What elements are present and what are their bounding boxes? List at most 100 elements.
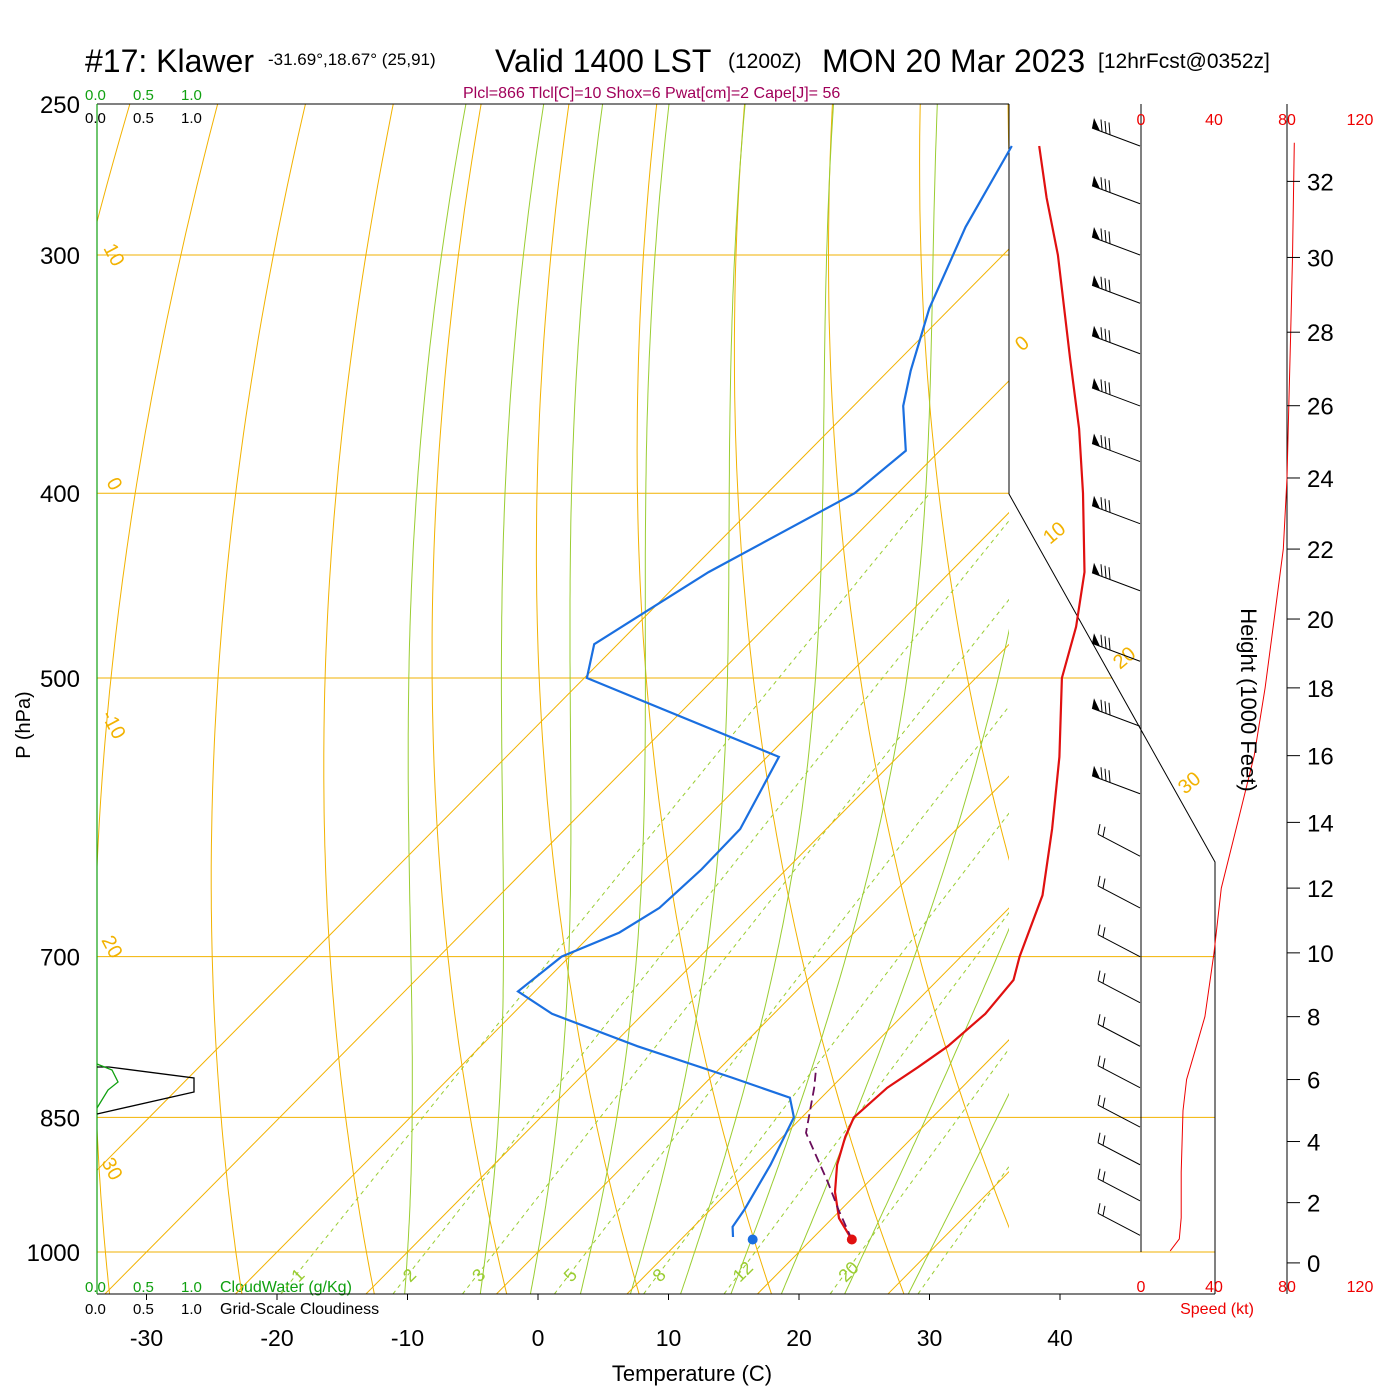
wind-barb-feather bbox=[1108, 279, 1111, 292]
wind-barb-feather bbox=[1097, 1095, 1101, 1106]
height-axis-label: Height (1000 Feet) bbox=[1236, 608, 1261, 791]
wind-barb-shaft bbox=[1097, 1212, 1141, 1236]
isotherm-line bbox=[234, 511, 1009, 1294]
sounding-profiles bbox=[516, 145, 1086, 1245]
wind-barb-feather bbox=[1102, 1135, 1106, 1146]
wind-barb-feather bbox=[1102, 1171, 1106, 1182]
isotherm-label: 0 bbox=[102, 474, 127, 494]
wind-barb-feather bbox=[1104, 229, 1107, 243]
isotherm-label: 20 bbox=[97, 932, 127, 962]
mixing-ratio-line bbox=[392, 519, 1009, 1294]
wind-barb-shaft bbox=[1091, 443, 1141, 463]
height-tick-label: 28 bbox=[1307, 320, 1334, 347]
station-title: #17: Klawer bbox=[85, 43, 254, 79]
wind-barb-feather bbox=[1100, 634, 1103, 647]
isotherm-line bbox=[756, 1039, 1009, 1294]
dry-adiabat-line bbox=[919, 104, 1009, 861]
x-tick-label: -10 bbox=[391, 1325, 424, 1351]
wind-barb-flag bbox=[1092, 175, 1100, 189]
temperature-axis-ticks: -30 -20 -10 0 10 20 30 40 bbox=[130, 1294, 1073, 1351]
wind-barb-feather bbox=[1100, 497, 1103, 510]
isotherm-label: 30 bbox=[1174, 768, 1205, 799]
moist-adiabat-line bbox=[680, 104, 835, 1294]
wind-barb-flag bbox=[1092, 495, 1100, 509]
isotherm-line bbox=[495, 775, 1009, 1294]
dry-adiabat-line bbox=[431, 104, 508, 1294]
wind-barb-shaft bbox=[1097, 1142, 1141, 1166]
moist-adiabat-line bbox=[479, 104, 545, 1294]
wind-barb-shaft bbox=[1097, 980, 1141, 1004]
wind-barb-shaft bbox=[1091, 707, 1141, 727]
moist-adiabats bbox=[404, 104, 1009, 1294]
wind-barb-flag bbox=[1092, 325, 1100, 339]
wind-barb-feather bbox=[1108, 500, 1111, 513]
wind-barb-flag bbox=[1092, 226, 1100, 240]
mixing-ratio-line bbox=[723, 911, 1009, 1294]
moist-adiabat-line bbox=[629, 104, 746, 1294]
forecast-info: [12hrFcst@0352z] bbox=[1098, 50, 1270, 73]
isotherm-line bbox=[1012, 70, 1400, 1300]
speed-tick-top: 120 bbox=[1347, 112, 1374, 129]
height-tick-label: 0 bbox=[1307, 1251, 1320, 1278]
pressure-tick-label: 500 bbox=[40, 666, 80, 693]
height-tick-label: 22 bbox=[1307, 537, 1334, 564]
mixing-ratio-line bbox=[553, 705, 1009, 1294]
wind-barb-feather bbox=[1097, 1055, 1101, 1066]
wind-barb-feather bbox=[1108, 637, 1111, 650]
wind-barb-feather bbox=[1108, 330, 1111, 343]
cloudiness-tick-bottom: 1.0 bbox=[181, 1301, 202, 1318]
wind-barbs bbox=[1091, 117, 1141, 1236]
height-tick-label: 16 bbox=[1307, 744, 1334, 771]
wind-barb-feather bbox=[1097, 970, 1101, 981]
dry-adiabat-line bbox=[210, 104, 306, 1294]
wind-barb-feather bbox=[1100, 435, 1103, 448]
wind-barb-shaft bbox=[1091, 127, 1141, 147]
wind-barb-feather bbox=[1102, 1097, 1106, 1108]
wind-barb-feather bbox=[1102, 878, 1106, 889]
cloudiness-profile bbox=[96, 1063, 195, 1115]
mixing-ratio-label: 8 bbox=[649, 1265, 670, 1286]
parcel-path bbox=[805, 1067, 853, 1240]
wind-barb-shaft bbox=[1091, 775, 1141, 795]
moist-adiabat-line bbox=[529, 104, 604, 1294]
wind-barb-shaft bbox=[1097, 1023, 1141, 1047]
cloudwater-tick-bottom: 0.0 bbox=[85, 1279, 106, 1296]
wind-barb-flag bbox=[1092, 562, 1100, 576]
wind-barb-feather bbox=[1100, 379, 1103, 392]
mixing-ratio-label: 5 bbox=[560, 1265, 581, 1286]
station-coords: -31.69°,18.67° (25,91) bbox=[268, 50, 436, 69]
wind-barb-feather bbox=[1097, 924, 1101, 935]
wind-barb-feather bbox=[1100, 228, 1103, 241]
wind-barb-feather bbox=[1104, 178, 1107, 191]
wind-barb-feather bbox=[1108, 567, 1111, 580]
speed-tick-top: 40 bbox=[1205, 112, 1223, 129]
pressure-tick-label: 250 bbox=[40, 92, 80, 119]
cloudiness-tick-bottom: 0.5 bbox=[133, 1301, 154, 1318]
cloudiness-tick-top: 0.5 bbox=[133, 110, 154, 127]
x-tick-label: 40 bbox=[1047, 1325, 1073, 1351]
wind-barb-feather bbox=[1097, 1014, 1101, 1025]
speed-tick-bottom: 120 bbox=[1347, 1279, 1374, 1296]
valid-date: MON 20 Mar 2023 bbox=[822, 43, 1085, 79]
isotherm-line bbox=[97, 248, 1009, 1171]
mixing-ratio-label: 20 bbox=[834, 1258, 862, 1286]
mixing-ratio-label: 3 bbox=[468, 1265, 489, 1286]
wind-barb-feather bbox=[1100, 564, 1103, 577]
pressure-tick-label: 700 bbox=[40, 945, 80, 972]
wind-barb-feather bbox=[1097, 1203, 1101, 1214]
dry-adiabat-line bbox=[636, 104, 773, 1294]
cloudwater-tick-top: 0.5 bbox=[133, 87, 154, 104]
wind-barb-feather bbox=[1104, 436, 1107, 449]
height-tick-label: 24 bbox=[1307, 466, 1334, 493]
wind-barb-flag bbox=[1092, 698, 1100, 712]
frame-right-boundary bbox=[1008, 104, 1216, 1294]
cloudwater-tick-top: 1.0 bbox=[181, 87, 202, 104]
isotherm-label: 30 bbox=[97, 1154, 127, 1184]
y-axis-label: P (hPa) bbox=[13, 691, 35, 758]
isobar-lines bbox=[97, 103, 1215, 1253]
height-tick-label: 14 bbox=[1307, 810, 1334, 837]
height-tick-label: 26 bbox=[1307, 394, 1334, 421]
moist-adiabat-line bbox=[780, 628, 1009, 1294]
